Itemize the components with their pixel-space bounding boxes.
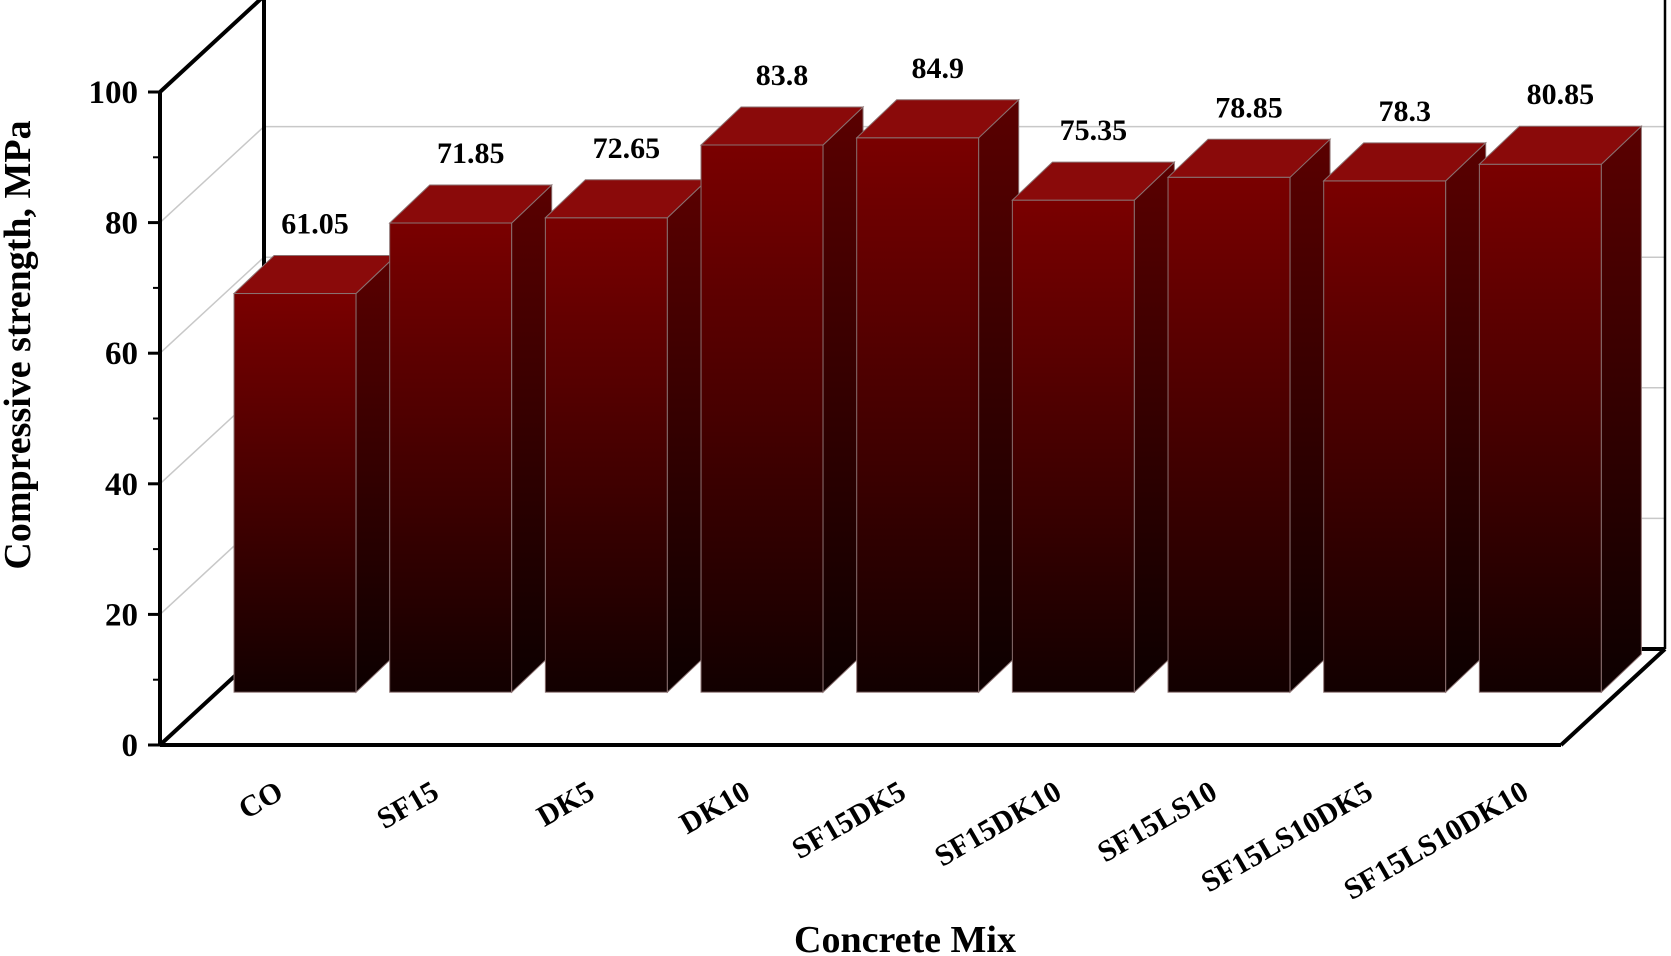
bar-front: [700, 144, 824, 693]
bar-front: [856, 137, 980, 693]
bar-DK5: [544, 178, 709, 694]
data-label: 84.9: [911, 52, 964, 85]
bar-front: [1011, 199, 1135, 693]
wall-top-edge: [158, 0, 263, 94]
bar-side: [1600, 125, 1642, 694]
x-tick-label: SF15: [371, 775, 444, 836]
x-tick-label: SF15DK5: [786, 775, 911, 866]
bar-top: [699, 106, 865, 146]
bar-front: [544, 217, 668, 693]
y-tick-label: 0: [122, 728, 139, 764]
bar-top: [855, 99, 1020, 139]
bar-SF15: [388, 183, 553, 694]
x-tick-label: DK10: [674, 775, 755, 841]
gridline-side: [159, 256, 265, 354]
bar-SF15LS10: [1166, 138, 1332, 694]
bar-CO: [232, 254, 398, 694]
data-label: 61.05: [281, 208, 349, 241]
bar-SF15LS10DK5: [1322, 141, 1487, 694]
y-axis-title: Compressive strength, MPa: [0, 120, 39, 569]
data-label: 78.85: [1215, 91, 1283, 124]
bar-top: [1011, 161, 1176, 201]
bar-SF15LS10DK10: [1478, 125, 1643, 694]
y-tick-label: 20: [105, 597, 138, 633]
bar-DK10: [699, 105, 865, 694]
bar-top: [1166, 138, 1332, 178]
data-label: 80.85: [1527, 78, 1595, 111]
x-tick-label: SF15LS10: [1092, 775, 1223, 869]
bar-front: [233, 293, 357, 693]
data-label: 78.3: [1378, 95, 1431, 128]
data-label: 75.35: [1060, 114, 1128, 147]
data-label: 71.85: [437, 137, 505, 170]
bars: [232, 98, 1643, 694]
bar-top: [388, 184, 553, 224]
bar-SF15DK5: [855, 98, 1020, 694]
data-label: 72.65: [593, 132, 661, 165]
gridline-side: [159, 126, 265, 224]
bar-front: [1323, 180, 1447, 693]
floor-right-edge: [1559, 647, 1667, 747]
bar-front: [389, 222, 513, 693]
x-tick-label: CO: [233, 775, 288, 826]
data-label: 83.8: [756, 59, 809, 92]
y-tick-label: 80: [105, 206, 138, 242]
y-tick-label: 60: [105, 336, 138, 372]
y-tick-label: 100: [89, 75, 139, 111]
x-axis-title: Concrete Mix: [794, 919, 1016, 956]
x-tick-label: SF15DK10: [929, 775, 1067, 874]
bar-top: [1322, 142, 1487, 182]
x-tick-label: DK5: [531, 775, 599, 834]
y-tick-label: 40: [105, 467, 138, 503]
bar-SF15DK10: [1011, 160, 1176, 694]
bar-front: [1478, 163, 1602, 693]
bar-front: [1167, 176, 1291, 693]
bar-top: [1478, 125, 1643, 165]
